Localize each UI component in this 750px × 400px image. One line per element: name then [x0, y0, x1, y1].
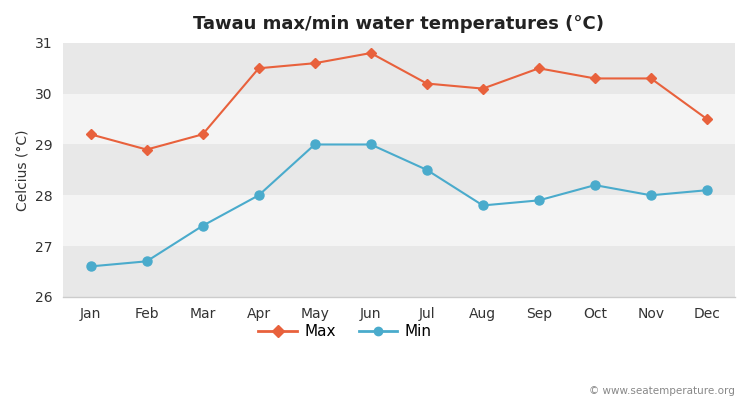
- Bar: [62, 246, 735, 297]
- Bar: [62, 195, 735, 246]
- Bar: [62, 94, 735, 144]
- Text: © www.seatemperature.org: © www.seatemperature.org: [590, 386, 735, 396]
- Bar: [62, 43, 735, 94]
- Legend: Max, Min: Max, Min: [252, 318, 438, 345]
- Bar: [62, 144, 735, 195]
- Title: Tawau max/min water temperatures (°C): Tawau max/min water temperatures (°C): [194, 15, 604, 33]
- Y-axis label: Celcius (°C): Celcius (°C): [15, 129, 29, 211]
